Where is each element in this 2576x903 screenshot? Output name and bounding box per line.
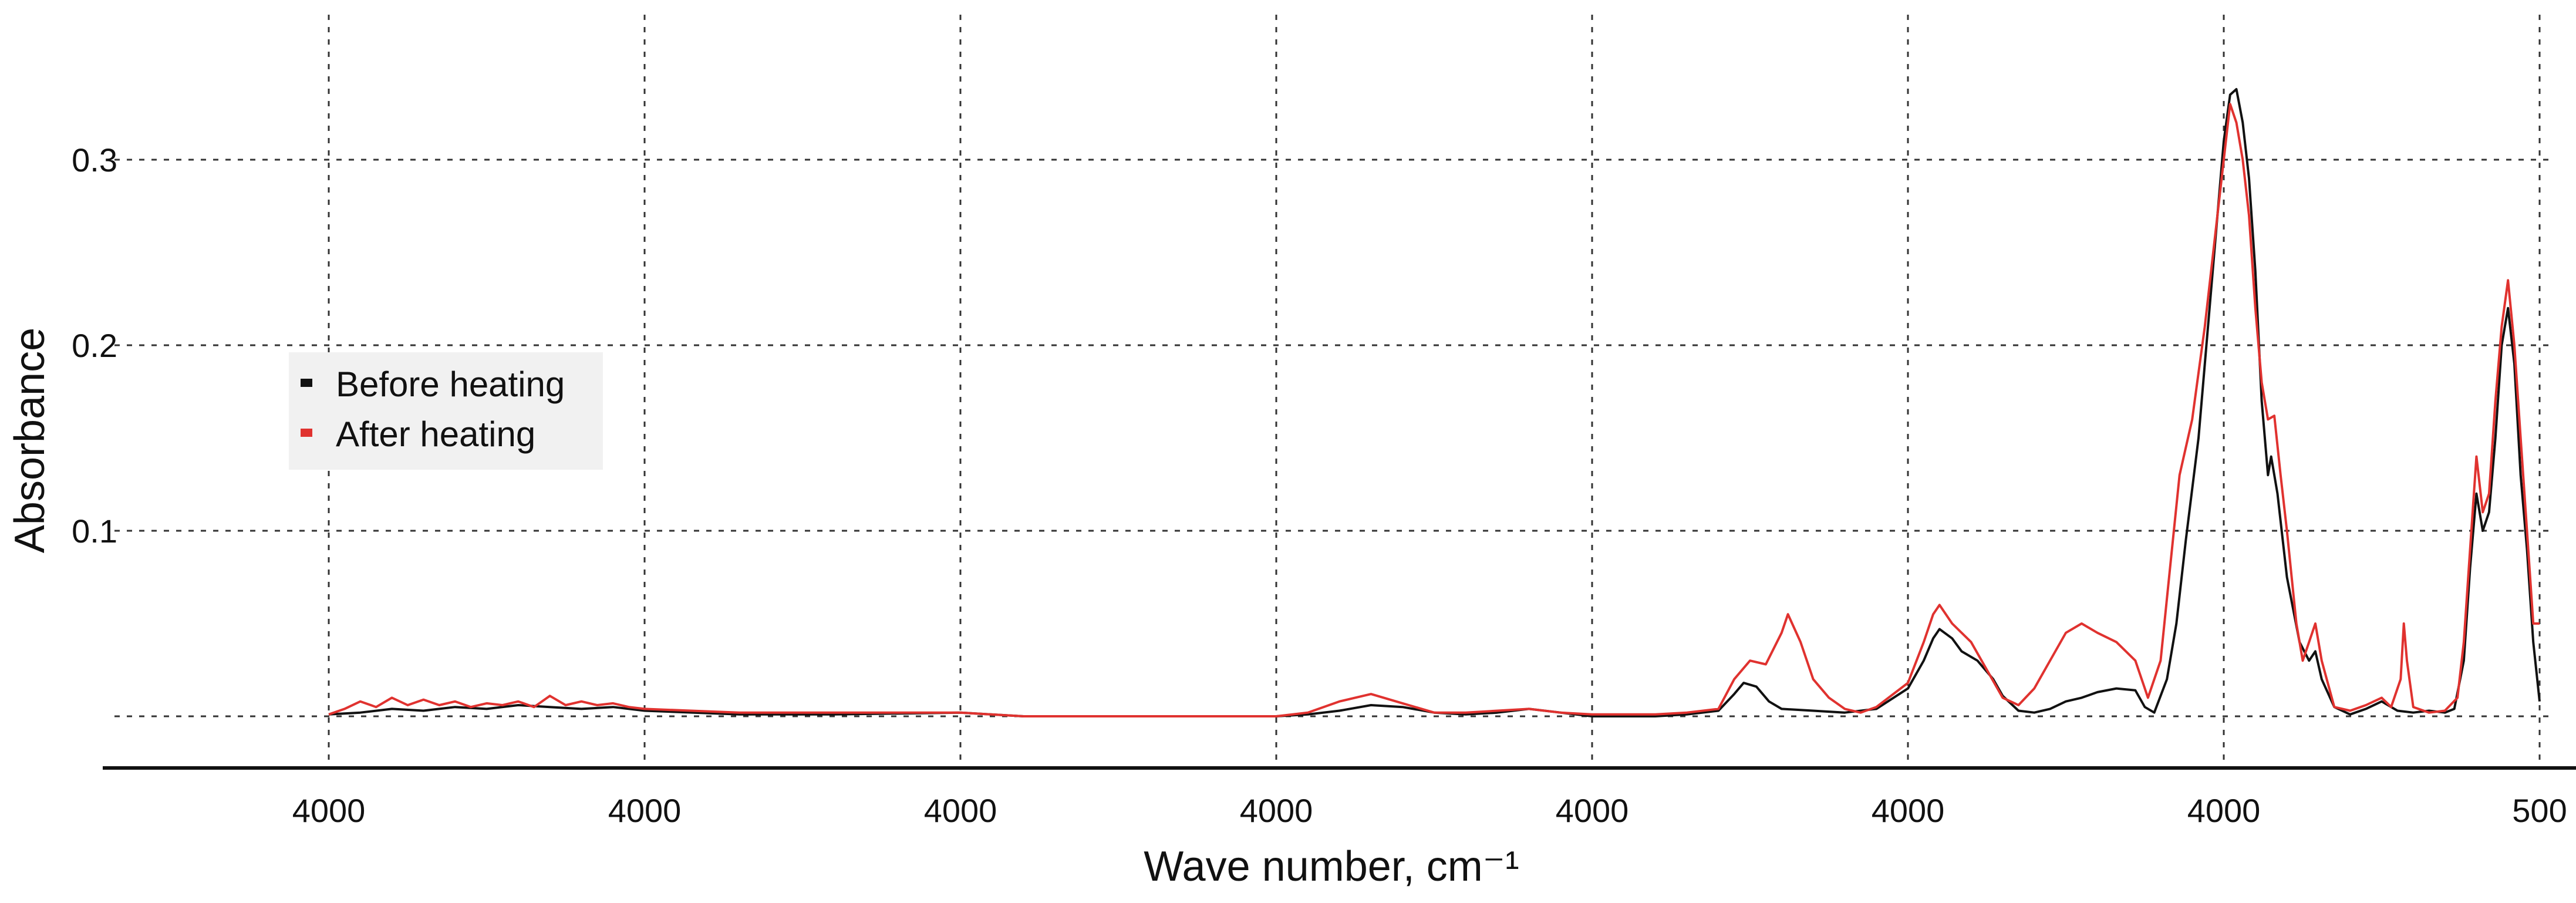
x-tick-label: 4000 [608, 792, 682, 829]
legend-swatch-after [301, 429, 312, 437]
series-line-after-heating [328, 103, 2540, 717]
x-tick-label: 4000 [292, 792, 366, 829]
x-tick-label: 4000 [1240, 792, 1313, 829]
x-tick-label: 4000 [924, 792, 997, 829]
x-tick-labels: 4000 4000 4000 4000 4000 4000 4000 500 [292, 792, 2567, 829]
x-axis-title: Wave number, cm⁻¹ [1144, 843, 1519, 890]
x-tick-label: 4000 [1872, 792, 1945, 829]
x-tick-label: 4000 [1556, 792, 1629, 829]
y-tick-label: 0.1 [72, 513, 117, 550]
y-axis: 0.1 0.2 0.3 [72, 141, 117, 550]
y-tick-label: 0.2 [72, 327, 117, 364]
legend-label-before: Before heating [336, 365, 565, 404]
y-tick-label: 0.3 [72, 141, 117, 178]
legend: Before heating After heating [289, 352, 603, 470]
series-group [328, 87, 2541, 717]
legend-swatch-before [301, 379, 312, 387]
y-axis-title: Absorbance [6, 328, 53, 553]
legend-box [289, 352, 603, 470]
legend-label-after: After heating [336, 415, 535, 454]
x-tick-label: 4000 [2187, 792, 2261, 829]
x-tick-label: 500 [2512, 792, 2567, 829]
